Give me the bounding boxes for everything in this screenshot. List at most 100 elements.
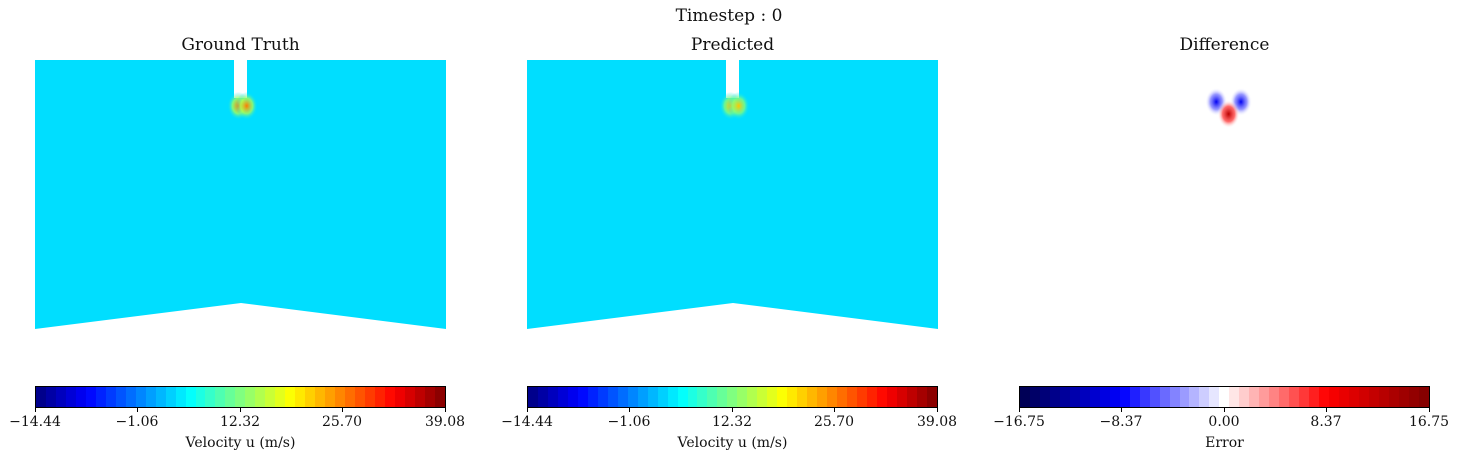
colorbar-segment: [1159, 387, 1170, 407]
colorbar-segment: [886, 387, 897, 407]
colorbar-segment: [1129, 387, 1140, 407]
colorbar-segment: [677, 387, 688, 407]
colorbar-segment: [647, 387, 658, 407]
colorbar-segment: [235, 387, 246, 407]
colorbar-segment: [797, 387, 808, 407]
colorbar-segment: [1020, 387, 1030, 407]
colorbar-segment: [275, 387, 286, 407]
colorbar-segment: [827, 387, 838, 407]
colorbar-tick-label: 16.75: [1408, 414, 1450, 430]
colorbar-tick: [527, 407, 528, 412]
colorbar-tick: [1019, 407, 1020, 412]
panel-title-ground-truth: Ground Truth: [181, 35, 300, 55]
field-hotspot: [235, 91, 258, 120]
colorbar-segment: [1239, 387, 1250, 407]
colorbar-segment: [1309, 387, 1320, 407]
colorbar-segment: [325, 387, 336, 407]
colorbar-segment: [537, 387, 548, 407]
colorbar-segment: [345, 387, 355, 407]
colorbar-segment: [85, 387, 96, 407]
colorbar-segment: [394, 387, 405, 407]
colorbar-segment: [404, 387, 415, 407]
colorbar-segment: [767, 387, 778, 407]
colorbar-segment: [195, 387, 206, 407]
colorbar-segment: [1378, 387, 1389, 407]
colorbar-tick: [342, 407, 343, 412]
colorbar-segment: [737, 387, 748, 407]
colorbar-tick: [35, 407, 36, 412]
difference-colorbar: [1019, 386, 1430, 408]
colorbar-segment: [757, 387, 768, 407]
colorbar-segment: [567, 387, 578, 407]
colorbar-segment: [145, 387, 156, 407]
ground-truth-colorbar-label: Velocity u (m/s): [185, 435, 296, 451]
colorbar-segment: [1049, 387, 1060, 407]
colorbar-tick-label: −14.44: [9, 414, 61, 430]
predicted-colorbar-label: Velocity u (m/s): [677, 435, 788, 451]
colorbar-tick: [1224, 407, 1225, 412]
predicted-field-plot: [527, 60, 938, 329]
colorbar-segment: [1209, 387, 1220, 407]
colorbar-segment: [1358, 387, 1369, 407]
colorbar-tick-label: −1.06: [115, 414, 159, 430]
colorbar-segment: [657, 387, 668, 407]
colorbar-segment: [1119, 387, 1130, 407]
colorbar-segment: [1398, 387, 1409, 407]
difference-colorbar-label: Error: [1205, 435, 1244, 451]
colorbar-segment: [1319, 387, 1330, 407]
colorbar-segment: [926, 387, 937, 407]
colorbar-segment: [374, 387, 385, 407]
difference-field-plot: [1205, 87, 1252, 128]
colorbar-segment: [434, 387, 445, 407]
colorbar-segment: [364, 387, 375, 407]
colorbar-segment: [906, 387, 917, 407]
colorbar-segment: [1279, 387, 1290, 407]
colorbar-segment: [847, 387, 857, 407]
colorbar-tick: [1121, 407, 1122, 412]
colorbar-segment: [787, 387, 798, 407]
colorbar-segment: [36, 387, 46, 407]
panel-title-predicted: Predicted: [690, 35, 775, 55]
colorbar-segment: [414, 387, 425, 407]
colorbar-tick: [629, 407, 630, 412]
colorbar-segment: [807, 387, 818, 407]
colorbar-segment: [424, 387, 435, 407]
colorbar-segment: [528, 387, 538, 407]
colorbar-tick-label: 0.00: [1208, 414, 1240, 430]
colorbar-segment: [185, 387, 196, 407]
colorbar-segment: [75, 387, 86, 407]
colorbar-segment: [637, 387, 648, 407]
colorbar-segment: [95, 387, 106, 407]
colorbar-segment: [1149, 387, 1160, 407]
ground-truth-field-plot: [35, 60, 446, 329]
colorbar-segment: [876, 387, 887, 407]
colorbar-segment: [45, 387, 56, 407]
colorbar-tick-label: 12.32: [711, 414, 753, 430]
colorbar-segment: [1269, 387, 1280, 407]
colorbar-tick-label: −1.06: [607, 414, 651, 430]
colorbar-segment: [1039, 387, 1050, 407]
colorbar-segment: [205, 387, 216, 407]
colorbar-segment: [255, 387, 266, 407]
colorbar-segment: [105, 387, 116, 407]
colorbar-segment: [707, 387, 718, 407]
colorbar-segment: [1199, 387, 1210, 407]
colorbar-segment: [175, 387, 186, 407]
colorbar-tick-label: 39.08: [916, 414, 958, 430]
colorbar-segment: [285, 387, 296, 407]
colorbar-segment: [315, 387, 326, 407]
colorbar-tick: [1429, 407, 1430, 412]
colorbar-segment: [697, 387, 708, 407]
colorbar-segment: [587, 387, 598, 407]
colorbar-segment: [384, 387, 395, 407]
colorbar-segment: [355, 387, 365, 407]
colorbar-tick-label: 25.70: [321, 414, 363, 430]
colorbar-tick: [937, 407, 938, 412]
colorbar-tick-label: 39.08: [424, 414, 466, 430]
colorbar-segment: [1408, 387, 1419, 407]
colorbar-segment: [1139, 387, 1150, 407]
colorbar-segment: [1418, 387, 1429, 407]
colorbar-tick-label: 12.32: [219, 414, 261, 430]
colorbar-segment: [627, 387, 638, 407]
colorbar-segment: [265, 387, 276, 407]
